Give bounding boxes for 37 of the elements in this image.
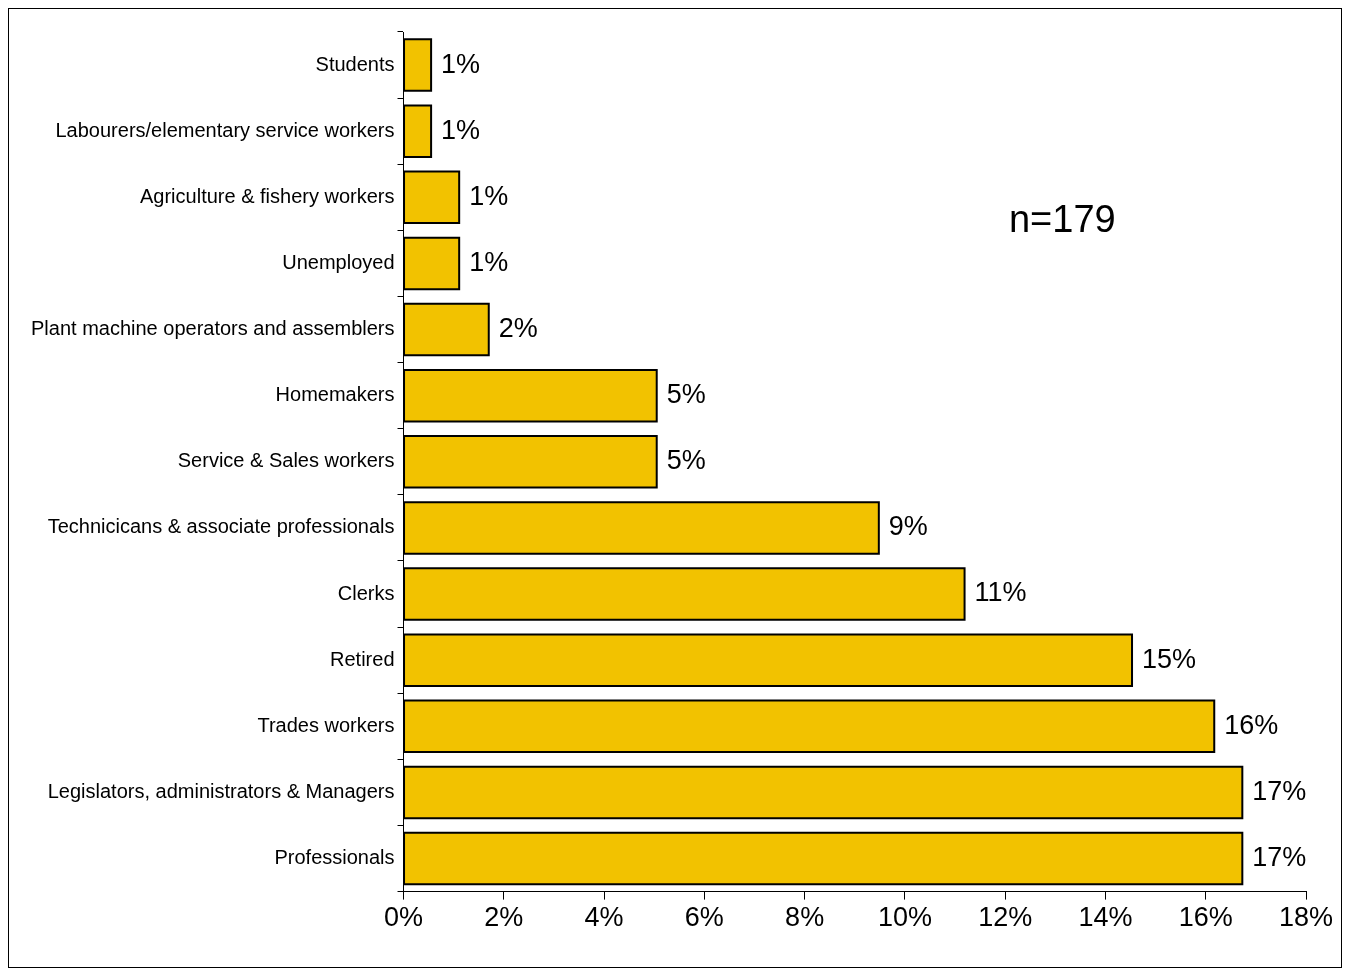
x-tick-label: 12%: [978, 902, 1033, 933]
y-tick-label: Legislators, administrators & Managers: [47, 779, 395, 802]
data-label: 1%: [469, 246, 509, 277]
x-tick-label: 2%: [484, 902, 524, 933]
data-label: 1%: [441, 114, 481, 145]
y-tick-label: Service & Sales workers: [177, 449, 395, 472]
annotation: n=179: [1008, 198, 1116, 241]
x-tick-label: 0%: [384, 902, 424, 933]
y-tick-label: Homemakers: [275, 383, 395, 406]
y-tick-label: Students: [315, 52, 395, 75]
data-label: 11%: [974, 577, 1027, 608]
data-label: 5%: [666, 445, 706, 476]
data-label: 17%: [1252, 775, 1307, 806]
data-label: 16%: [1224, 709, 1279, 740]
data-label: 5%: [666, 379, 706, 410]
x-tick-label: 4%: [584, 902, 624, 933]
y-tick-label: Plant machine operators and assemblers: [30, 317, 395, 340]
y-tick-label: Agriculture & fishery workers: [139, 184, 395, 207]
y-tick-label: Trades workers: [257, 713, 395, 736]
x-tick-label: 6%: [684, 902, 724, 933]
data-label: 17%: [1252, 841, 1307, 872]
data-label: 9%: [888, 511, 928, 542]
y-tick-label: Labourers/elementary service workers: [55, 118, 395, 141]
y-tick-label: Unemployed: [282, 250, 395, 273]
data-label: 1%: [441, 48, 481, 79]
y-tick-label: Technicicans & associate professionals: [47, 515, 395, 538]
x-tick-label: 16%: [1178, 902, 1233, 933]
data-label: 15%: [1142, 643, 1197, 674]
x-tick-label: 10%: [877, 902, 932, 933]
x-tick-label: 18%: [1278, 902, 1334, 933]
y-tick-label: Professionals: [274, 846, 395, 869]
y-tick-label: Retired: [330, 647, 395, 670]
data-label: 1%: [469, 180, 509, 211]
data-label: 2%: [498, 313, 538, 344]
y-tick-label: Clerks: [337, 581, 395, 604]
x-tick-label: 14%: [1078, 902, 1133, 933]
x-tick-label: 8%: [785, 902, 825, 933]
